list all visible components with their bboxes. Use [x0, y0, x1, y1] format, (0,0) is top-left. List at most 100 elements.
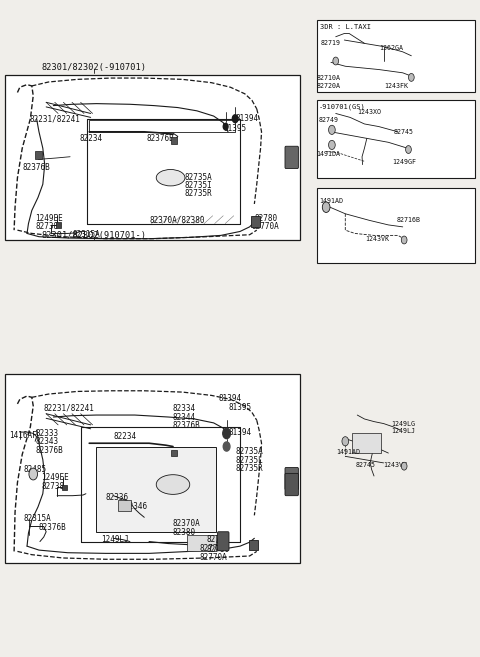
Text: 82301/82302(910701-): 82301/82302(910701-) — [42, 231, 146, 240]
Text: 82716B: 82716B — [397, 217, 421, 223]
Text: 1249EE: 1249EE — [35, 214, 63, 223]
Text: 82376B: 82376B — [35, 446, 63, 455]
Text: 82735I: 82735I — [185, 181, 213, 190]
Bar — [5, 374, 300, 563]
Bar — [170, 137, 177, 144]
Text: -910701(GS): -910701(GS) — [319, 104, 366, 110]
Bar — [35, 152, 42, 160]
Circle shape — [408, 74, 414, 81]
Text: 81394: 81394 — [228, 428, 251, 437]
Bar — [62, 484, 67, 489]
Text: 82333: 82333 — [35, 429, 58, 438]
Text: 82234: 82234 — [113, 432, 136, 441]
Text: 1249LG: 1249LG — [391, 420, 415, 426]
Text: 81394: 81394 — [235, 114, 258, 124]
Circle shape — [323, 202, 330, 212]
Text: 82370A: 82370A — [173, 520, 201, 528]
Text: 82745: 82745 — [393, 129, 413, 135]
Bar — [56, 222, 60, 227]
Text: 1249LJ: 1249LJ — [391, 428, 415, 434]
Circle shape — [401, 236, 407, 244]
Text: 82376B: 82376B — [172, 421, 200, 430]
Text: 82380: 82380 — [173, 528, 196, 537]
Text: 82234: 82234 — [80, 134, 103, 143]
Circle shape — [223, 428, 230, 439]
Circle shape — [342, 437, 348, 446]
Text: 1243FK: 1243FK — [384, 83, 408, 89]
Text: 1491AD: 1491AD — [336, 449, 360, 455]
Bar — [317, 187, 475, 263]
Text: 82780: 82780 — [206, 545, 229, 554]
Text: 1249LJ: 1249LJ — [101, 535, 129, 544]
Text: 82780: 82780 — [206, 535, 229, 544]
Text: 82735A: 82735A — [185, 173, 213, 182]
FancyBboxPatch shape — [285, 474, 299, 495]
Bar — [170, 450, 177, 457]
Circle shape — [401, 463, 407, 470]
Text: 82301/82302(-910701): 82301/82302(-910701) — [42, 63, 146, 72]
Circle shape — [406, 146, 411, 154]
Text: 82376B: 82376B — [38, 523, 66, 532]
Text: 82334: 82334 — [172, 404, 195, 413]
Text: 82315A: 82315A — [72, 230, 100, 239]
Bar — [96, 447, 216, 532]
Text: 82735R: 82735R — [235, 464, 263, 473]
Text: 1491AD: 1491AD — [319, 198, 343, 204]
Text: 82770A: 82770A — [199, 543, 227, 553]
Text: 82376B: 82376B — [147, 134, 174, 143]
Text: 82770A: 82770A — [199, 553, 227, 562]
Text: 82343: 82343 — [35, 438, 58, 446]
Text: 82315A: 82315A — [24, 514, 51, 523]
Circle shape — [333, 57, 338, 65]
Ellipse shape — [156, 475, 190, 494]
Text: 82346: 82346 — [124, 502, 147, 510]
Text: 82376B: 82376B — [22, 164, 50, 172]
Bar — [352, 434, 381, 453]
Text: 82336: 82336 — [105, 493, 128, 502]
Text: 82738: 82738 — [41, 482, 64, 491]
Text: 82735R: 82735R — [185, 189, 213, 198]
FancyBboxPatch shape — [285, 468, 299, 489]
Text: 1243VK: 1243VK — [365, 237, 389, 242]
Text: 82720A: 82720A — [317, 83, 341, 89]
Text: 82370A/82380: 82370A/82380 — [149, 215, 204, 225]
Ellipse shape — [156, 170, 185, 186]
Bar — [317, 20, 475, 93]
Circle shape — [328, 141, 335, 150]
FancyBboxPatch shape — [217, 532, 229, 551]
Text: 81395: 81395 — [228, 403, 251, 412]
Bar — [317, 101, 475, 177]
Bar — [249, 539, 258, 550]
Text: 1249EE: 1249EE — [41, 474, 69, 482]
Text: 1491DA: 1491DA — [317, 151, 341, 157]
Text: 82738: 82738 — [35, 222, 58, 231]
Text: 82749: 82749 — [319, 117, 339, 123]
Text: 82231/82241: 82231/82241 — [44, 404, 95, 413]
Text: 1362GA: 1362GA — [379, 45, 403, 51]
Text: 1243VK: 1243VK — [384, 462, 408, 468]
Text: 82735A: 82735A — [235, 447, 263, 456]
FancyBboxPatch shape — [285, 147, 299, 169]
Text: 82780: 82780 — [254, 214, 277, 223]
Circle shape — [223, 442, 230, 451]
Text: 82231/82241: 82231/82241 — [29, 114, 80, 124]
Text: 81394: 81394 — [218, 394, 241, 403]
Text: 82485: 82485 — [24, 465, 47, 474]
Circle shape — [232, 115, 238, 123]
Bar — [187, 535, 216, 551]
Circle shape — [223, 124, 228, 130]
Bar — [251, 216, 260, 227]
Text: 82770A: 82770A — [251, 221, 279, 231]
Bar — [118, 500, 132, 510]
Text: 82735L: 82735L — [235, 456, 263, 464]
Text: 3DR : L.TAXI: 3DR : L.TAXI — [321, 24, 372, 30]
Text: 81395: 81395 — [223, 124, 246, 133]
Text: 82745: 82745 — [356, 462, 376, 468]
Text: 1249GF: 1249GF — [392, 159, 416, 165]
Bar — [5, 75, 300, 240]
Text: 1243XO: 1243XO — [357, 109, 381, 115]
Circle shape — [29, 468, 37, 480]
Text: 82344: 82344 — [172, 413, 195, 422]
Text: 82710A: 82710A — [317, 75, 341, 81]
Text: 82719: 82719 — [321, 40, 340, 46]
